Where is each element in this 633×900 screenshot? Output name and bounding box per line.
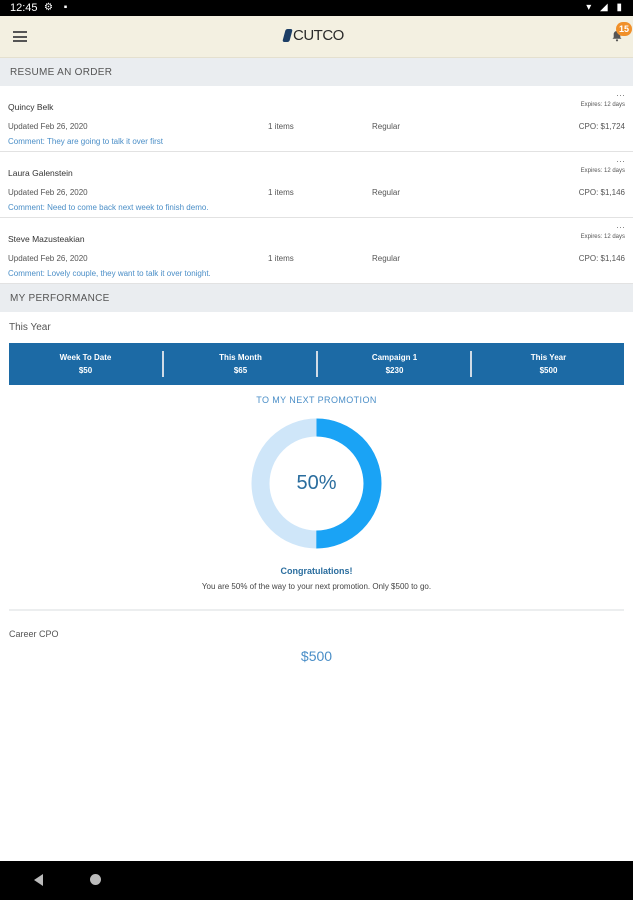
stat-value: $65: [233, 366, 248, 375]
donut-progress-arc: [251, 418, 382, 549]
customer-name: Laura Galenstein: [8, 168, 73, 178]
period-label: This Year: [9, 322, 51, 333]
stat-value: $50: [78, 366, 93, 375]
order-expires: Expires: 12 days: [580, 234, 625, 240]
order-row[interactable]: Steve Mazusteakian Updated Feb 26, 2020 …: [0, 219, 633, 284]
order-expires: Expires: 12 days: [580, 102, 625, 108]
status-bar: 12:45 ⚙ ▪ ▾ ◢ ▮: [0, 0, 633, 16]
stat-this-month[interactable]: This Month $65: [164, 343, 317, 385]
app-bar: CUTCO 15: [0, 16, 633, 58]
order-row[interactable]: Laura Galenstein Updated Feb 26, 2020 Co…: [0, 153, 633, 218]
stat-label: Campaign 1: [371, 353, 418, 362]
stat-week-to-date[interactable]: Week To Date $50: [9, 343, 162, 385]
order-items: 1 items: [268, 188, 294, 197]
order-type: Regular: [372, 188, 401, 197]
customer-name: Quincy Belk: [8, 102, 54, 112]
stat-value: $500: [539, 366, 558, 375]
stats-bar: Week To Date $50 This Month $65 Campaign…: [9, 343, 624, 385]
notification-badge[interactable]: 15: [616, 22, 632, 36]
customer-name: Steve Mazusteakian: [8, 234, 85, 244]
stat-divider: [470, 351, 472, 377]
stat-label: This Month: [219, 353, 262, 362]
order-cpo: CPO: $1,146: [578, 188, 625, 197]
performance-heading: MY PERFORMANCE: [0, 284, 633, 312]
stat-label: This Year: [530, 353, 567, 362]
menu-icon[interactable]: [13, 31, 27, 42]
order-updated: Updated Feb 26, 2020: [8, 254, 88, 263]
order-type: Regular: [372, 122, 401, 131]
order-row[interactable]: Quincy Belk Updated Feb 26, 2020 Comment…: [0, 87, 633, 152]
status-time: 12:45: [10, 2, 38, 14]
career-cpo-value: $500: [300, 648, 333, 664]
promotion-message: You are 50% of the way to your next prom…: [201, 582, 432, 591]
more-options-icon[interactable]: ···: [616, 222, 625, 232]
stat-divider: [316, 351, 318, 377]
promotion-percent: 50%: [296, 472, 337, 494]
home-icon[interactable]: [90, 874, 101, 885]
order-cpo: CPO: $1,146: [578, 254, 625, 263]
promotion-progress-donut: [251, 418, 382, 549]
career-cpo-label: Career CPO: [9, 629, 59, 639]
order-updated: Updated Feb 26, 2020: [8, 188, 88, 197]
stat-value: $230: [385, 366, 404, 375]
resume-order-heading: RESUME AN ORDER: [0, 58, 633, 86]
order-comment: Comment: They are going to talk it over …: [8, 137, 164, 146]
order-expires: Expires: 12 days: [580, 168, 625, 174]
logo-text: CUTCO: [293, 27, 344, 44]
performance-heading-text: MY PERFORMANCE: [10, 293, 110, 304]
stat-this-year[interactable]: This Year $500: [472, 343, 625, 385]
back-icon[interactable]: [34, 874, 43, 886]
promotion-title: TO MY NEXT PROMOTION: [256, 395, 377, 405]
order-comment: Comment: Need to come back next week to …: [8, 203, 209, 212]
stat-divider: [162, 351, 164, 377]
more-options-icon[interactable]: ···: [616, 156, 625, 166]
more-options-icon[interactable]: ···: [616, 90, 625, 100]
stat-label: Week To Date: [59, 353, 112, 362]
order-cpo: CPO: $1,724: [578, 122, 625, 131]
order-items: 1 items: [268, 254, 294, 263]
order-type: Regular: [372, 254, 401, 263]
order-updated: Updated Feb 26, 2020: [8, 122, 88, 131]
status-left-icons: ⚙ ▪: [44, 2, 72, 13]
cutco-logo: CUTCO: [282, 27, 344, 44]
resume-order-heading-text: RESUME AN ORDER: [10, 67, 113, 78]
system-nav-bar: [0, 861, 633, 900]
section-divider: [9, 609, 624, 611]
status-right-icons: ▾ ◢ ▮: [586, 2, 625, 13]
logo-mark-icon: [282, 29, 293, 42]
order-items: 1 items: [268, 122, 294, 131]
order-comment: Comment: Lovely couple, they want to tal…: [8, 269, 211, 278]
stat-campaign[interactable]: Campaign 1 $230: [318, 343, 471, 385]
congrats-heading: Congratulations!: [280, 566, 353, 576]
